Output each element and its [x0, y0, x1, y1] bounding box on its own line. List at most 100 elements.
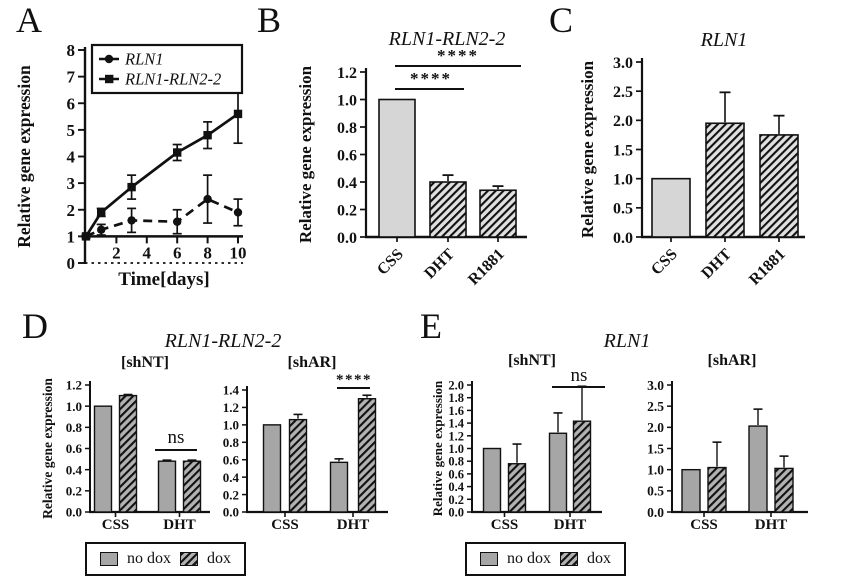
panel-e: E RLN1 [shNT] [shAR] 0.0 0.2 0.4 0.6 0.8 1.0 1…	[420, 308, 848, 581]
y-tick-label: 1.4	[223, 383, 240, 398]
bar-CSS	[378, 98, 416, 238]
x-category-label: CSS	[271, 517, 299, 533]
y-tick-label: 0.0	[448, 506, 464, 520]
data-point	[173, 217, 182, 226]
y-tick-label: 0.5	[647, 484, 664, 499]
x-category-label: DHT	[421, 246, 458, 283]
bar-CSS-dox	[288, 418, 308, 513]
panel-a-chart: 0 1 2 3 4 5 6 7 8 Relative gene expression 2 4 6 8 10 T…	[14, 41, 247, 290]
no-dox-swatch	[480, 552, 498, 566]
y-tick-label: 0.6	[223, 452, 240, 467]
data-point	[203, 131, 212, 140]
bar-DHT-no dox	[157, 460, 177, 513]
y-tick-label: 5	[67, 121, 76, 140]
panel-c-label: C	[549, 0, 574, 40]
x-category-label: CSS	[102, 517, 130, 533]
legend-label-no-dox: no dox	[507, 550, 551, 567]
x-category-label: CSS	[690, 517, 718, 533]
x-category-label: DHT	[337, 517, 370, 533]
y-tick-label: 1.0	[613, 171, 633, 188]
data-point	[203, 194, 212, 204]
data-point	[233, 109, 243, 119]
y-tick-label: 0	[67, 254, 76, 273]
y-tick-label: 0.4	[223, 470, 240, 485]
x-category-label: DHT	[698, 246, 735, 283]
data-point	[127, 182, 136, 192]
y-axis-title: Relative gene expression	[578, 60, 597, 238]
panel-a: A 0 1 2 3 4 5 6 7 8 Relative gene expression 2 4 6 8 1…	[0, 0, 265, 310]
bar-DHT-no dox	[748, 425, 768, 513]
significance-label: ****	[410, 69, 452, 88]
x-category-label: CSS	[648, 246, 681, 279]
legend-marker	[105, 74, 114, 84]
y-tick-label: 0.6	[337, 147, 357, 164]
data-point	[81, 232, 91, 241]
y-tick-label: 0.2	[448, 493, 464, 507]
y-tick-label: 2	[67, 201, 76, 220]
y-tick-label: 0.0	[337, 230, 357, 247]
bar-DHT-dox	[182, 460, 202, 513]
panel-d-label: D	[22, 306, 48, 346]
y-tick-label: 3	[67, 174, 76, 193]
data-point	[173, 148, 182, 157]
y-tick-label: 0.5	[613, 201, 633, 218]
significance-label: ns	[571, 365, 588, 386]
y-tick-label: 0.4	[448, 480, 464, 494]
legend-marker	[104, 54, 114, 64]
x-category-label: CSS	[491, 517, 519, 533]
y-tick-label: 0.6	[66, 441, 83, 456]
series-line	[84, 112, 239, 238]
y-tick-label: 4	[67, 148, 76, 167]
x-axis-title: Time[days]	[118, 269, 209, 290]
y-tick-label: 0.6	[448, 467, 464, 481]
panel-e-chart: 0.00.20.40.60.81.01.21.41.61.82.0Relativ…	[430, 365, 808, 533]
x-tick-label: 2	[112, 243, 121, 262]
bar-DHT	[429, 181, 467, 238]
y-tick-label: 0.0	[223, 505, 239, 520]
dox-swatch	[560, 552, 578, 566]
bar-DHT	[705, 122, 745, 238]
bar-CSS-dox	[707, 466, 727, 513]
y-axis-title: Relative gene expression	[296, 65, 315, 243]
y-tick-label: 0.0	[613, 230, 633, 247]
y-tick-label: 0.8	[337, 120, 357, 137]
y-tick-label: 1.6	[448, 404, 464, 418]
panel-d-legend: no dox dox	[85, 542, 246, 576]
chart-title: RLN1-RLN2-2	[388, 28, 506, 50]
bar-CSS-dox	[118, 394, 138, 513]
y-tick-label: 0.2	[66, 484, 82, 499]
y-tick-label: 1.0	[223, 418, 239, 433]
y-tick-label: 1.4	[448, 417, 464, 431]
panel-c-chart: RLN1 0.0 0.5 1.0 1.5 2.0 2.5 3.0 Relative gene e…	[578, 29, 805, 289]
legend-label-dox: dox	[207, 550, 231, 567]
y-tick-label: 7	[67, 68, 76, 87]
y-tick-label: 1	[67, 227, 76, 246]
panel-e-legend: no dox dox	[465, 542, 626, 576]
y-tick-label: 0.4	[337, 175, 357, 192]
bar-R1881	[479, 189, 517, 238]
y-tick-label: 1.5	[647, 441, 664, 456]
x-tick-label: 4	[143, 243, 152, 262]
significance-label: ****	[336, 372, 372, 388]
x-category-label: R1881	[746, 246, 789, 289]
bar-CSS-no dox	[681, 468, 701, 513]
panel-e-subtitle-shnt: [shNT]	[507, 352, 556, 369]
significance-label: ****	[437, 46, 479, 65]
data-point	[97, 225, 106, 234]
bar-CSS-no dox	[482, 447, 502, 513]
bar-DHT-dox	[774, 467, 794, 513]
y-tick-label: 1.5	[613, 142, 633, 159]
panel-b-label: B	[257, 0, 282, 40]
y-tick-label: 8	[67, 41, 76, 60]
x-category-label: DHT	[554, 517, 587, 533]
y-tick-label: 0.8	[223, 435, 240, 450]
y-tick-label: 0.2	[337, 202, 357, 219]
chart-title: RLN1	[700, 29, 748, 51]
x-category-label: R1881	[465, 246, 508, 289]
series-RLN1-RLN2-2	[81, 83, 243, 241]
data-point	[97, 208, 106, 217]
panel-c: C RLN1 0.0 0.5 1.0 1.5 2.0 2.5 3.0 Relative gene…	[545, 0, 848, 310]
y-tick-label: 2.0	[613, 113, 633, 130]
y-tick-label: 3.0	[647, 378, 664, 393]
